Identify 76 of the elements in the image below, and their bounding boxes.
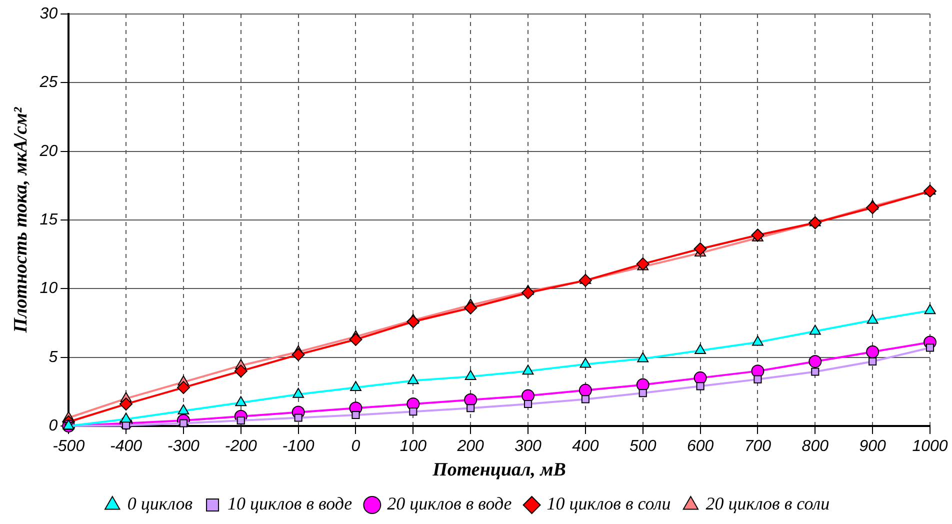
legend-label: 0 циклов bbox=[127, 494, 193, 514]
y-tick-label: 10 bbox=[40, 280, 58, 298]
legend-label: 10 циклов в воде bbox=[228, 494, 352, 514]
y-axis-title: Плотность тока, мкА/см² bbox=[10, 106, 32, 334]
x-tick-label: -400 bbox=[110, 438, 142, 456]
x-tick-label: -200 bbox=[224, 438, 257, 456]
x-tick-label: 900 bbox=[859, 438, 886, 456]
y-tick-label: 0 bbox=[48, 417, 58, 434]
point bbox=[637, 352, 649, 362]
x-tick-label: -500 bbox=[52, 438, 85, 456]
point bbox=[522, 364, 534, 375]
point bbox=[292, 348, 305, 362]
x-tick-label: 300 bbox=[514, 438, 542, 456]
x-tick-label: 1000 bbox=[912, 438, 948, 456]
x-tick-label: -100 bbox=[282, 438, 314, 456]
point bbox=[754, 375, 762, 384]
point bbox=[808, 354, 822, 368]
x-tick-label: 500 bbox=[630, 438, 656, 456]
point bbox=[120, 398, 133, 411]
legend-label: 20 циклов в соли bbox=[706, 494, 830, 514]
point bbox=[696, 382, 704, 390]
point bbox=[638, 389, 647, 398]
point bbox=[120, 412, 132, 423]
y-tick-label: 20 bbox=[38, 142, 58, 160]
point bbox=[752, 336, 764, 346]
y-tick-label: 5 bbox=[48, 348, 58, 366]
point bbox=[466, 404, 475, 412]
x-tick-label: 800 bbox=[802, 438, 829, 456]
point bbox=[580, 358, 592, 368]
point bbox=[352, 410, 360, 420]
x-tick-label: 100 bbox=[400, 438, 427, 456]
point bbox=[636, 257, 650, 270]
point bbox=[866, 314, 878, 324]
point bbox=[578, 384, 592, 397]
point bbox=[349, 332, 362, 346]
x-tick-label: 0 bbox=[351, 438, 360, 456]
point bbox=[235, 396, 247, 406]
legend-label: 10 циклов в соли bbox=[546, 494, 671, 514]
point bbox=[581, 395, 590, 404]
point bbox=[926, 344, 934, 352]
point bbox=[409, 408, 418, 416]
y-tick-label: 25 bbox=[38, 74, 58, 92]
x-tick-label: -300 bbox=[167, 438, 200, 456]
point bbox=[178, 404, 190, 414]
point bbox=[406, 315, 420, 328]
point bbox=[522, 286, 535, 300]
y-tick-label: 30 bbox=[40, 5, 58, 22]
point bbox=[236, 416, 245, 425]
point bbox=[811, 368, 820, 376]
point bbox=[751, 364, 764, 378]
x-axis-title: Потенциал, мВ bbox=[432, 460, 566, 481]
point bbox=[464, 301, 478, 314]
legend-label: 20 циклов в воде bbox=[387, 494, 512, 514]
point bbox=[294, 414, 302, 422]
point bbox=[176, 381, 190, 394]
y-tick-label: 15 bbox=[40, 211, 58, 228]
point bbox=[524, 400, 532, 408]
point bbox=[924, 304, 936, 314]
x-tick-label: 700 bbox=[744, 438, 772, 456]
x-tick-label: 600 bbox=[686, 438, 714, 456]
point bbox=[234, 364, 248, 378]
point bbox=[694, 242, 707, 256]
point bbox=[578, 274, 592, 287]
point bbox=[694, 344, 706, 354]
point bbox=[407, 374, 419, 384]
point bbox=[866, 201, 880, 214]
point bbox=[866, 345, 880, 358]
point bbox=[350, 381, 362, 392]
x-tick-label: 200 bbox=[456, 438, 484, 456]
point bbox=[924, 184, 936, 198]
x-tick-label: 400 bbox=[572, 438, 599, 456]
point bbox=[292, 388, 304, 398]
point bbox=[464, 370, 476, 380]
point bbox=[868, 357, 877, 366]
point bbox=[808, 216, 822, 230]
point bbox=[809, 324, 821, 335]
